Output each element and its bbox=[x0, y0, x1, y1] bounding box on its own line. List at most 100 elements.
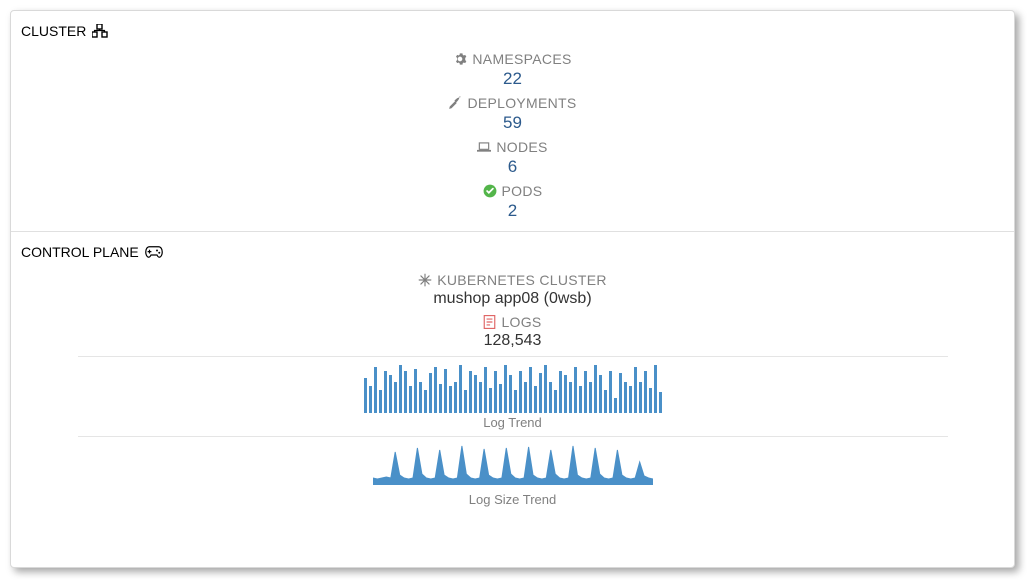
nodes-label: NODES bbox=[496, 139, 547, 155]
bar bbox=[419, 382, 422, 413]
log-size-trend-caption: Log Size Trend bbox=[373, 490, 653, 507]
stat-deployments: DEPLOYMENTS 59 bbox=[11, 95, 1014, 133]
bar bbox=[389, 375, 392, 413]
bar bbox=[504, 365, 507, 413]
deployments-label: DEPLOYMENTS bbox=[467, 95, 576, 111]
bar bbox=[479, 382, 482, 413]
bar bbox=[489, 388, 492, 413]
check-circle-icon bbox=[483, 184, 497, 198]
bar bbox=[374, 367, 377, 413]
bar bbox=[494, 371, 497, 413]
cluster-title: CLUSTER bbox=[21, 23, 86, 39]
bar bbox=[439, 384, 442, 413]
bar bbox=[549, 382, 552, 413]
bar bbox=[544, 365, 547, 413]
bar bbox=[519, 371, 522, 413]
bar bbox=[614, 398, 617, 413]
control-plane-header: CONTROL PLANE bbox=[11, 232, 1014, 264]
bar bbox=[539, 373, 542, 413]
stat-nodes: NODES 6 bbox=[11, 139, 1014, 177]
bar bbox=[599, 375, 602, 413]
namespaces-label: NAMESPACES bbox=[472, 51, 571, 67]
rocket-icon bbox=[448, 96, 462, 110]
logs-label: LOGS bbox=[501, 314, 541, 330]
bar bbox=[409, 386, 412, 413]
gamepad-icon bbox=[145, 246, 163, 258]
nodes-value[interactable]: 6 bbox=[11, 157, 1014, 177]
gear-icon bbox=[453, 52, 467, 66]
bar bbox=[654, 365, 657, 413]
bar bbox=[474, 375, 477, 413]
log-trend-caption: Log Trend bbox=[373, 413, 653, 430]
bar bbox=[379, 390, 382, 413]
bar bbox=[579, 386, 582, 413]
pods-value[interactable]: 2 bbox=[11, 201, 1014, 221]
kubernetes-cluster-value: mushop app08 (0wsb) bbox=[11, 290, 1014, 308]
kubernetes-cluster-label: KUBERNETES CLUSTER bbox=[437, 272, 607, 288]
control-plane-body: KUBERNETES CLUSTER mushop app08 (0wsb) L… bbox=[11, 264, 1014, 517]
bar bbox=[364, 378, 367, 413]
bar bbox=[639, 382, 642, 413]
bar bbox=[534, 386, 537, 413]
log-size-trend-chart bbox=[373, 445, 653, 485]
bar bbox=[424, 390, 427, 413]
bar bbox=[399, 365, 402, 413]
logs-icon bbox=[483, 315, 496, 329]
bar bbox=[529, 367, 532, 413]
area-path bbox=[373, 446, 653, 485]
cluster-icon bbox=[92, 24, 108, 38]
bar bbox=[559, 371, 562, 413]
bar bbox=[564, 375, 567, 413]
bar bbox=[589, 382, 592, 413]
namespaces-value[interactable]: 22 bbox=[11, 69, 1014, 89]
control-plane-title: CONTROL PLANE bbox=[21, 244, 139, 260]
deployments-value[interactable]: 59 bbox=[11, 113, 1014, 133]
control-plane-section: CONTROL PLANE KUBERNETES CLUSTER mushop … bbox=[11, 232, 1014, 517]
bar bbox=[629, 386, 632, 413]
bar bbox=[484, 367, 487, 413]
bar bbox=[584, 371, 587, 413]
bar bbox=[609, 371, 612, 413]
bar bbox=[619, 373, 622, 413]
bar bbox=[634, 367, 637, 413]
bar bbox=[444, 369, 447, 413]
bar bbox=[429, 373, 432, 413]
bar bbox=[594, 365, 597, 413]
stat-kubernetes-cluster: KUBERNETES CLUSTER mushop app08 (0wsb) bbox=[11, 272, 1014, 308]
bar bbox=[449, 386, 452, 413]
log-trend: Log Trend bbox=[373, 365, 653, 430]
bar bbox=[604, 390, 607, 413]
bar bbox=[454, 382, 457, 413]
bar bbox=[624, 382, 627, 413]
pods-label: PODS bbox=[502, 183, 543, 199]
bar bbox=[459, 365, 462, 413]
dashboard-card: CLUSTER NAMESPACES 22 DEPLOYMENTS bbox=[10, 10, 1015, 568]
cluster-header: CLUSTER bbox=[11, 11, 1014, 43]
snowflake-icon bbox=[418, 273, 432, 287]
bar bbox=[464, 390, 467, 413]
bar bbox=[414, 369, 417, 413]
bar bbox=[659, 392, 662, 413]
log-trend-chart bbox=[373, 365, 653, 413]
bar bbox=[569, 382, 572, 413]
bar bbox=[499, 384, 502, 413]
cluster-body: NAMESPACES 22 DEPLOYMENTS 59 NODES 6 bbox=[11, 43, 1014, 231]
bar bbox=[384, 371, 387, 413]
bar bbox=[574, 367, 577, 413]
divider bbox=[78, 356, 948, 357]
bar bbox=[469, 371, 472, 413]
cluster-section: CLUSTER NAMESPACES 22 DEPLOYMENTS bbox=[11, 11, 1014, 232]
bar bbox=[404, 371, 407, 413]
divider bbox=[78, 436, 948, 437]
bar bbox=[394, 382, 397, 413]
bar bbox=[554, 390, 557, 413]
laptop-icon bbox=[477, 140, 491, 154]
log-size-trend: Log Size Trend bbox=[373, 445, 653, 507]
logs-value: 128,543 bbox=[11, 332, 1014, 350]
bar bbox=[509, 375, 512, 413]
stat-namespaces: NAMESPACES 22 bbox=[11, 51, 1014, 89]
stat-pods: PODS 2 bbox=[11, 183, 1014, 221]
bar bbox=[524, 382, 527, 413]
bar bbox=[369, 386, 372, 413]
stat-logs: LOGS 128,543 bbox=[11, 314, 1014, 350]
